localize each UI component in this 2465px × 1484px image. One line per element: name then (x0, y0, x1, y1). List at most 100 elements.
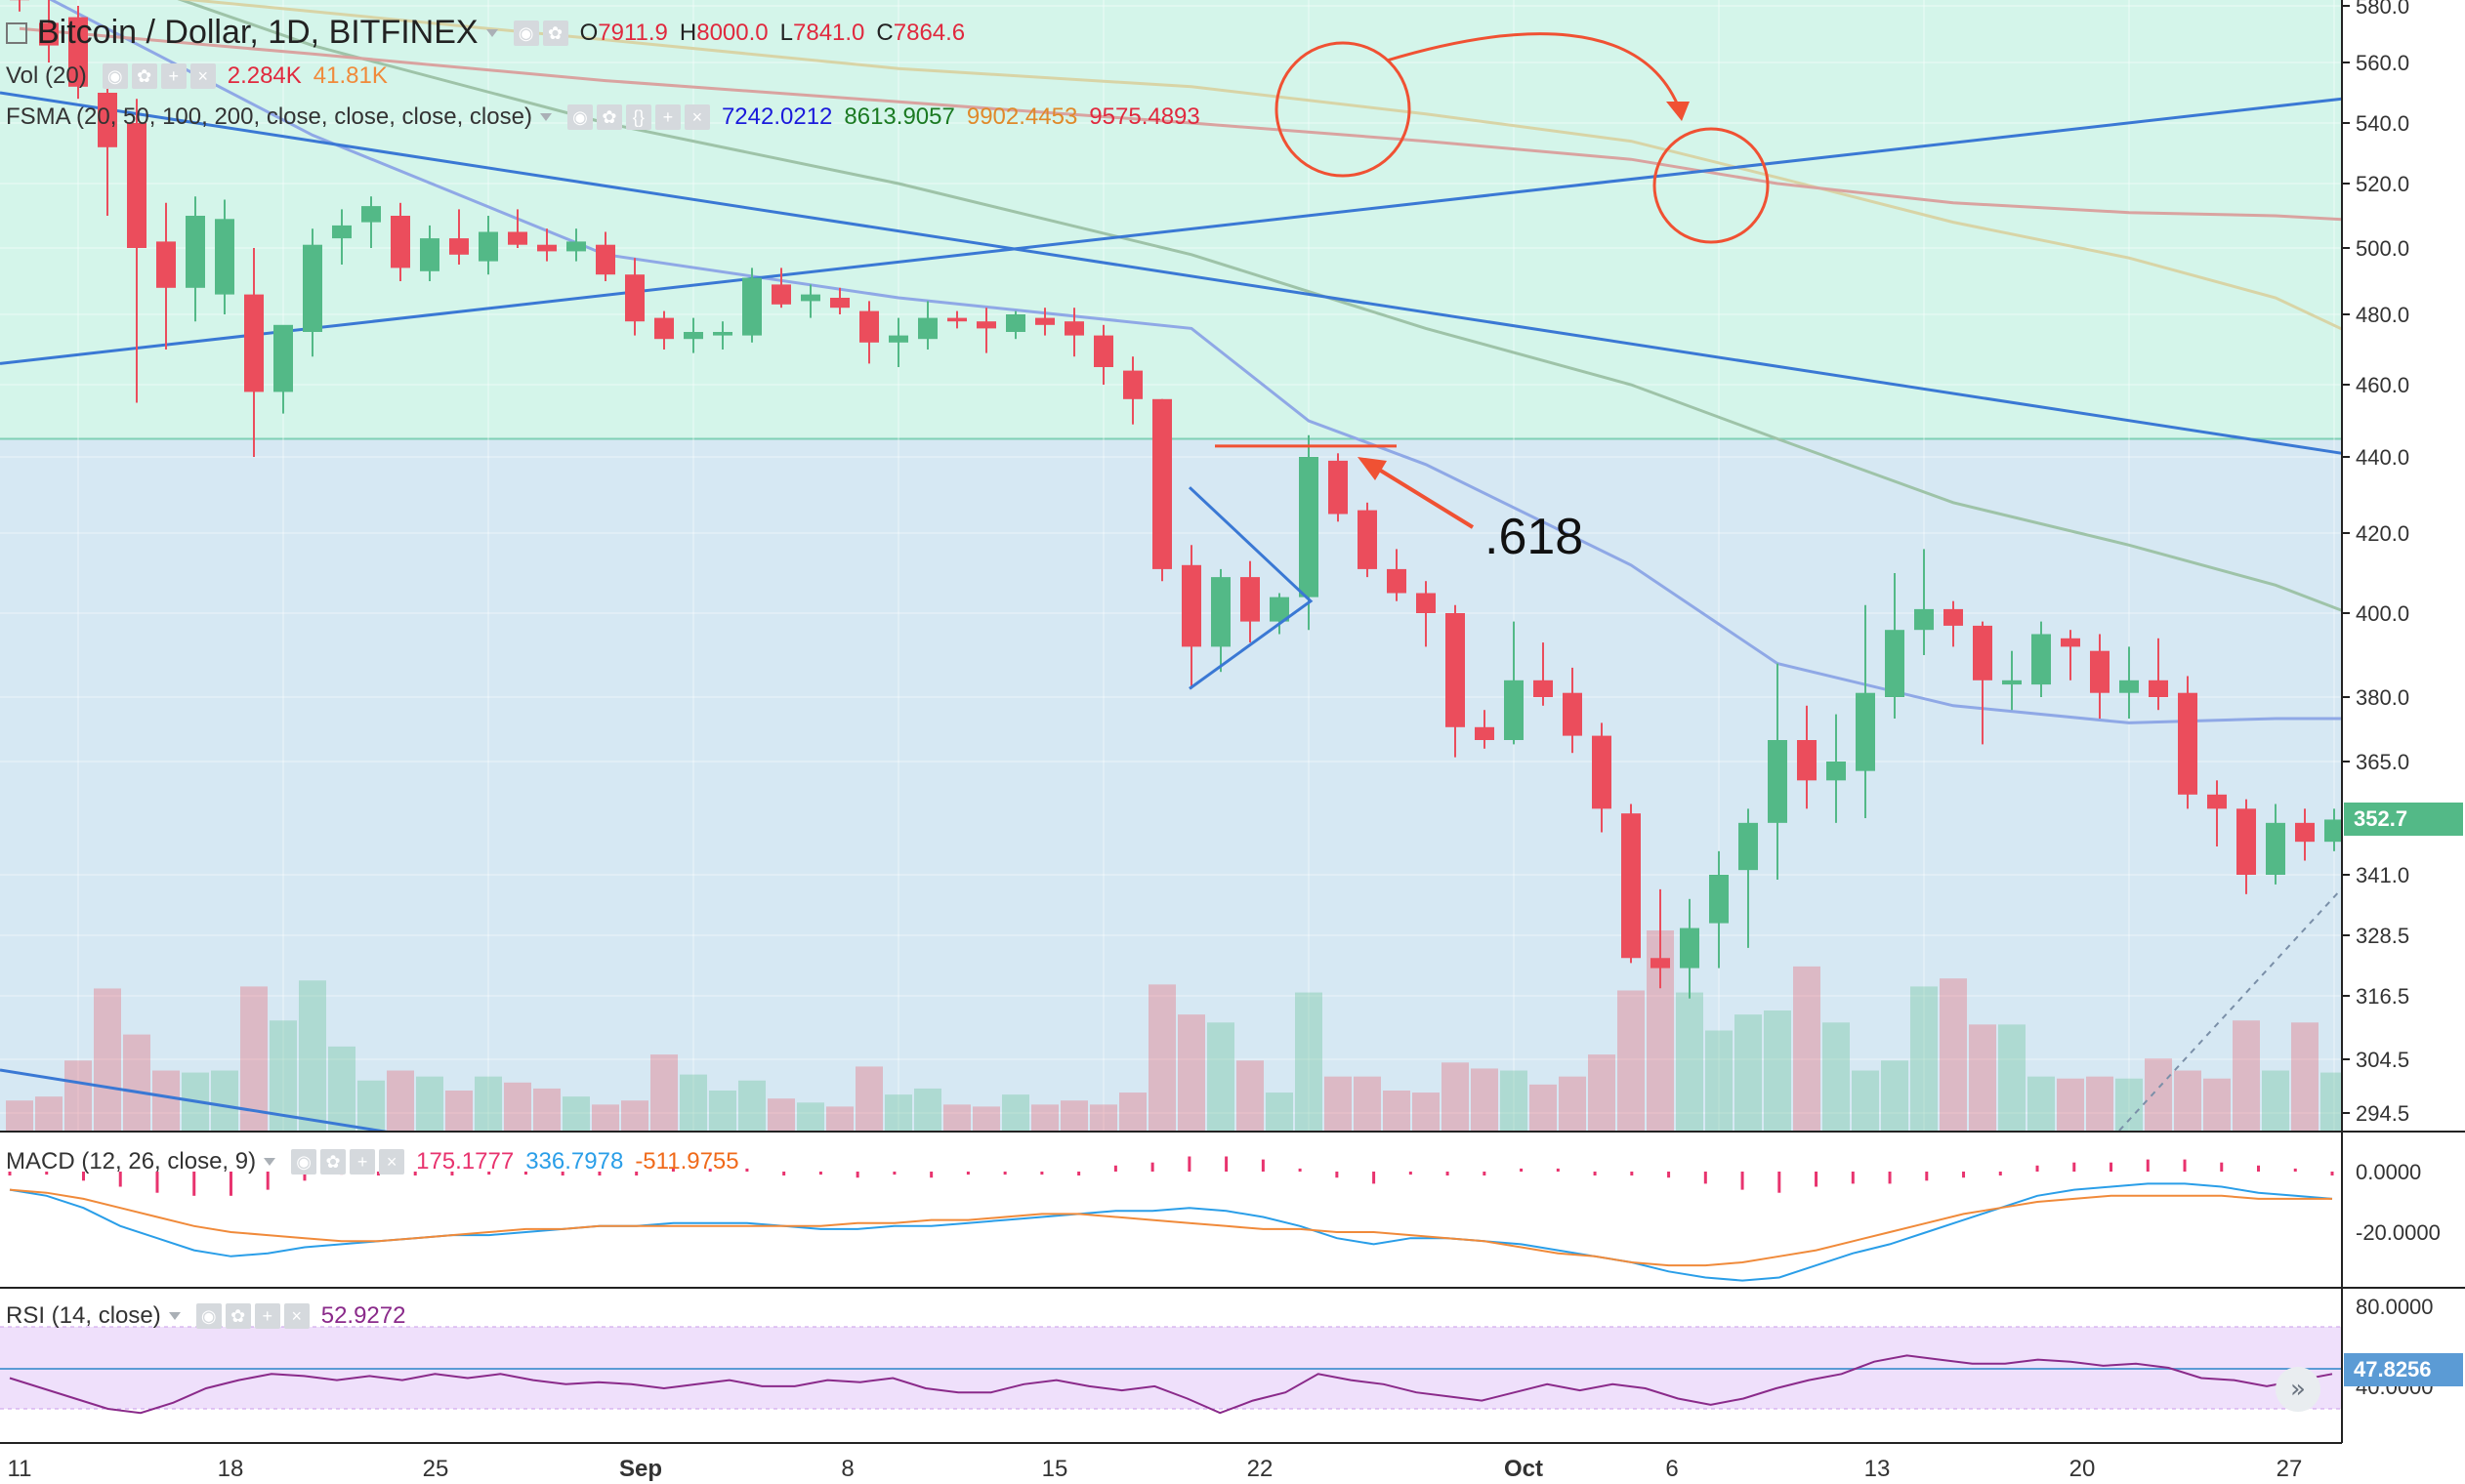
triangle-pattern[interactable] (1188, 486, 1314, 690)
volume-bar (2057, 1078, 2084, 1131)
candle-body (1504, 680, 1524, 740)
candle-body (1856, 692, 1875, 771)
symbol-legend[interactable]: Bitcoin / Dollar, 1D, BITFINEX ◉ ✿ O 7911… (6, 14, 965, 52)
volume-bar (1002, 1094, 1029, 1131)
annotation-circle-1[interactable] (1274, 41, 1411, 178)
candle (273, 324, 293, 414)
volume-bar (2174, 1070, 2201, 1131)
gear-icon[interactable]: ✿ (542, 20, 568, 46)
candle (2149, 638, 2168, 711)
chevron-down-icon[interactable] (485, 28, 498, 37)
candle-body (566, 241, 586, 252)
fib-618-annotation[interactable]: .618 (1484, 509, 1584, 565)
candle (1768, 663, 1787, 880)
volume-bar (1178, 1014, 1205, 1131)
time-axis-panel (0, 1443, 2465, 1484)
rsi-value: 52.9272 (320, 1302, 406, 1329)
fsma-legend[interactable]: FSMA (20, 50, 100, 200, close, close, cl… (6, 103, 1200, 131)
plus-icon[interactable]: + (350, 1149, 376, 1175)
descending-trendline[interactable] (0, 91, 2343, 455)
legend-buttons: ◉ ✿ (513, 20, 568, 46)
volume-bar (357, 1080, 385, 1131)
candle-body (2236, 808, 2256, 875)
macd-legend[interactable]: MACD (12, 26, close, 9) ◉ ✿ + × 175.1777… (6, 1148, 739, 1175)
candle (830, 287, 850, 314)
volume-value: 2.284K (227, 62, 302, 89)
chevron-down-icon[interactable] (168, 1312, 181, 1320)
candle (684, 317, 703, 353)
volume-bar (1588, 1054, 1615, 1131)
candle (98, 74, 117, 216)
volume-legend[interactable]: Vol (20) ◉ ✿ + × 2.284K 41.81K (6, 62, 388, 90)
annotation-circle-2[interactable] (1652, 127, 1770, 244)
candle (1328, 453, 1348, 522)
braces-icon[interactable]: {} (625, 104, 651, 130)
volume-bar (2145, 1058, 2172, 1131)
candle-body (186, 216, 205, 288)
eye-icon[interactable]: ◉ (566, 104, 593, 130)
close-icon[interactable]: × (379, 1149, 405, 1175)
eye-icon[interactable]: ◉ (102, 63, 128, 89)
eye-icon[interactable]: ◉ (513, 20, 539, 46)
volume-bar (270, 1020, 297, 1131)
candle (39, 0, 59, 62)
volume-bar (475, 1076, 502, 1131)
plus-icon[interactable]: + (160, 63, 187, 89)
gear-icon[interactable]: ✿ (131, 63, 157, 89)
volume-bar (856, 1066, 883, 1131)
scroll-to-realtime-button[interactable]: » (2276, 1367, 2320, 1412)
double-chevron-right-icon: » (2290, 1375, 2306, 1404)
candle-body (68, 17, 88, 87)
candle-body (244, 294, 264, 392)
volume-bar (1822, 1022, 1850, 1131)
chevron-down-icon[interactable] (264, 1158, 276, 1166)
volume-bar (2262, 1070, 2289, 1131)
ascending-trendline[interactable] (0, 97, 2343, 365)
user-drawings[interactable] (1188, 32, 1770, 690)
chart-square-icon[interactable] (6, 21, 27, 44)
chevron-down-icon[interactable] (539, 113, 552, 121)
candle-body (596, 244, 615, 275)
close-icon[interactable]: × (189, 63, 216, 89)
gear-icon[interactable]: ✿ (596, 104, 622, 130)
candle (1563, 667, 1582, 754)
lower-trendline[interactable] (0, 1068, 392, 1134)
rsi-legend[interactable]: RSI (14, close) ◉ ✿ + × 52.9272 (6, 1302, 405, 1330)
candle (977, 308, 996, 353)
gear-icon[interactable]: ✿ (320, 1149, 347, 1175)
upper-zone-fill (0, 0, 2342, 439)
volume-bar (1031, 1104, 1059, 1131)
price-axis-ticks[interactable]: 580.0 560.0 540.0 520.0 500.0 480.0 460.0 440.0… (2342, 0, 2441, 1399)
candle-body (918, 317, 938, 340)
macd-tick-label: -20.0000 (2356, 1220, 2441, 1245)
candle-body (479, 231, 498, 262)
time-axis-ticks[interactable]: 11 18 25 Sep 8 15 22 Oct 6 13 20 27 (8, 1456, 2303, 1482)
candle (1680, 898, 1699, 999)
curved-arrow[interactable] (1386, 32, 1680, 106)
volume-bar (680, 1074, 707, 1131)
eye-icon[interactable]: ◉ (195, 1303, 222, 1329)
volume-bar (1236, 1060, 1264, 1131)
candle-body (772, 284, 791, 305)
annotation-arrow[interactable] (1369, 463, 1475, 529)
fsma-20-value: 7242.0212 (721, 103, 833, 130)
volume-bar (533, 1088, 561, 1131)
candle (1797, 705, 1817, 809)
price-tick-label: 440.0 (2356, 445, 2409, 470)
candle-body (801, 294, 820, 302)
trendlines[interactable] (0, 91, 2343, 1134)
gear-icon[interactable]: ✿ (225, 1303, 251, 1329)
candle-body (2061, 638, 2080, 647)
eye-icon[interactable]: ◉ (291, 1149, 317, 1175)
dashed-projection-line[interactable] (2118, 887, 2343, 1132)
volume-bar (826, 1106, 854, 1131)
plus-icon[interactable]: + (654, 104, 681, 130)
plus-icon[interactable]: + (254, 1303, 280, 1329)
candle-body (1123, 370, 1143, 399)
volume-bar (35, 1096, 63, 1131)
close-icon[interactable]: × (684, 104, 710, 130)
candle-body (2295, 822, 2315, 843)
close-icon[interactable]: × (283, 1303, 310, 1329)
volume-bar (94, 988, 121, 1131)
